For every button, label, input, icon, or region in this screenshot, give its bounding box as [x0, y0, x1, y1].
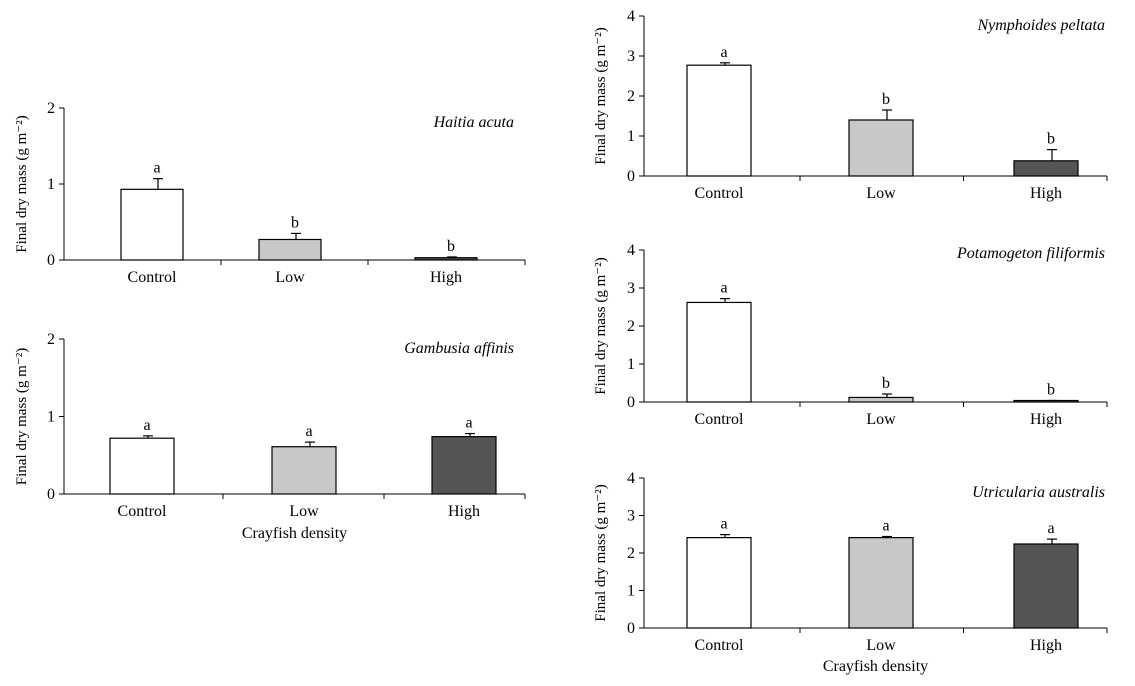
significance-letter: a	[882, 518, 889, 535]
y-tick-label: 2	[47, 100, 55, 117]
y-tick-label: 4	[627, 470, 635, 487]
chart-panel-3: 0 1 2 3 4 a Control b Low b High Nymphoides peltata…	[593, 8, 1108, 202]
category-label: High	[430, 269, 462, 286]
y-tick-label: 4	[627, 8, 635, 25]
category-label: Low	[866, 185, 896, 202]
category-label: High	[1030, 637, 1062, 654]
category-label: Control	[695, 185, 744, 202]
panel-title: Gambusia affinis	[404, 340, 514, 357]
bar-control	[686, 537, 752, 629]
y-tick-label: 0	[47, 252, 55, 269]
category-label: High	[448, 503, 480, 520]
significance-letter: b	[882, 375, 890, 392]
y-tick-label: 3	[627, 48, 635, 65]
y-tick-label: 0	[627, 394, 635, 411]
category-label: High	[1030, 185, 1062, 202]
bar-high	[1013, 543, 1079, 629]
category-label: Low	[866, 637, 896, 654]
bar-high	[1013, 160, 1079, 177]
significance-letter: b	[291, 214, 299, 231]
bar-low	[848, 537, 914, 629]
significance-letter: b	[1047, 131, 1055, 148]
significance-letter: b	[1047, 381, 1055, 398]
bar-low	[271, 446, 337, 495]
chart-panel-4: 0 1 2 3 4 a Control b Low b High Potamogeton filifo…	[593, 242, 1108, 428]
category-label: Control	[118, 503, 167, 520]
x-axis-label: Crayfish density	[242, 525, 347, 542]
significance-letter: b	[447, 238, 455, 255]
category-label: Control	[128, 269, 177, 286]
y-tick-label: 0	[627, 168, 635, 185]
y-tick-label: 0	[47, 486, 55, 503]
panel-title: Potamogeton filiformis	[956, 245, 1105, 262]
y-tick-label: 1	[47, 176, 55, 193]
x-axis-label: Crayfish density	[823, 658, 928, 675]
chart-panel-1: 0 1 2 a Control b Low b High Haitia acuta Final dr…	[14, 100, 526, 286]
category-label: Low	[289, 503, 319, 520]
bar-control	[686, 301, 752, 403]
bar-control	[686, 64, 752, 177]
bar-low	[258, 238, 322, 261]
significance-letter: a	[153, 160, 160, 177]
y-tick-label: 1	[627, 128, 635, 145]
category-label: Control	[695, 637, 744, 654]
bar-low	[848, 119, 914, 177]
bar-high	[1013, 399, 1079, 403]
y-tick-label: 2	[47, 331, 55, 348]
category-label: High	[1030, 411, 1062, 428]
significance-letter: b	[882, 91, 890, 108]
category-label: Control	[695, 411, 744, 428]
y-axis-label: Final dry mass (g m⁻²)	[593, 27, 609, 164]
significance-letter: a	[465, 415, 472, 432]
y-tick-label: 2	[627, 88, 635, 105]
bar-control	[120, 188, 184, 261]
y-axis-label: Final dry mass (g m⁻²)	[593, 484, 609, 621]
y-tick-label: 2	[627, 318, 635, 335]
category-label: Low	[866, 411, 896, 428]
y-axis-label: Final dry mass (g m⁻²)	[14, 115, 30, 252]
y-tick-label: 1	[627, 356, 635, 373]
y-tick-label: 2	[627, 545, 635, 562]
chart-panel-2: 0 1 2 a Control a Low a High Gambusia affinis Fina…	[14, 331, 526, 542]
significance-letter: a	[305, 423, 312, 440]
y-tick-label: 1	[47, 409, 55, 426]
significance-letter: a	[720, 516, 727, 533]
panel-title: Haitia acuta	[433, 114, 514, 131]
category-label: Low	[275, 269, 305, 286]
y-tick-label: 3	[627, 508, 635, 525]
y-tick-label: 4	[627, 242, 635, 259]
significance-letter: a	[720, 44, 727, 61]
significance-letter: a	[143, 417, 150, 434]
y-tick-label: 1	[627, 583, 635, 600]
y-axis-label: Final dry mass (g m⁻²)	[593, 257, 609, 394]
significance-letter: a	[1047, 520, 1054, 537]
bar-high	[431, 436, 497, 495]
bar-control	[109, 437, 175, 495]
bar-high	[414, 257, 478, 261]
significance-letter: a	[720, 280, 727, 297]
y-tick-label: 0	[627, 620, 635, 637]
panel-title: Nymphoides peltata	[976, 17, 1105, 34]
bar-low	[848, 396, 914, 403]
y-tick-label: 3	[627, 280, 635, 297]
chart-panel-5: 0 1 2 3 4 a Control a Low a High Utricularia austra…	[593, 470, 1108, 675]
panel-title: Utricularia australis	[972, 484, 1105, 501]
y-axis-label: Final dry mass (g m⁻²)	[14, 348, 30, 485]
